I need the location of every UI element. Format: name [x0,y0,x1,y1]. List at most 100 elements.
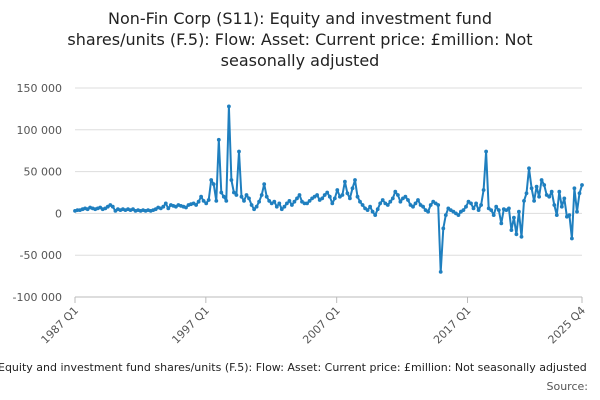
data-point[interactable] [257,199,261,204]
data-point[interactable] [224,199,229,203]
data-point[interactable] [393,189,398,194]
data-point[interactable] [272,199,277,204]
data-point[interactable] [285,201,289,206]
data-point[interactable] [320,196,325,201]
data-point[interactable] [471,206,476,211]
data-point[interactable] [491,213,496,218]
data-point[interactable] [413,201,418,206]
data-point[interactable] [209,178,214,182]
data-point[interactable] [428,203,433,207]
data-point[interactable] [403,194,408,199]
data-point[interactable] [322,193,327,197]
data-point[interactable] [292,199,297,204]
data-point[interactable] [216,137,221,142]
data-point[interactable] [166,206,171,211]
data-point[interactable] [507,206,511,211]
data-point[interactable] [474,201,478,206]
data-point[interactable] [327,194,332,199]
data-point[interactable] [239,194,244,199]
data-point[interactable] [375,207,380,212]
data-point[interactable] [559,204,564,209]
data-point[interactable] [360,203,365,207]
data-point[interactable] [211,182,216,187]
data-point[interactable] [577,191,582,196]
data-point[interactable] [214,199,219,203]
data-point[interactable] [378,201,383,206]
data-point[interactable] [199,194,204,199]
data-point[interactable] [396,193,400,197]
data-point[interactable] [557,189,562,194]
data-point[interactable] [562,196,567,201]
data-point[interactable] [380,198,385,202]
data-point[interactable] [194,203,199,207]
data-point[interactable] [196,199,201,204]
data-point[interactable] [282,204,287,209]
data-point[interactable] [572,186,577,191]
data-point[interactable] [390,196,395,201]
data-point[interactable] [481,188,486,192]
data-point[interactable] [519,234,524,239]
data-point[interactable] [287,199,292,203]
data-point[interactable] [368,204,372,209]
data-point[interactable] [358,199,362,204]
data-point[interactable] [411,204,415,209]
data-point[interactable] [335,188,340,192]
data-point[interactable] [388,199,393,204]
data-point[interactable] [522,199,526,203]
data-point[interactable] [219,190,224,195]
data-point[interactable] [340,193,345,197]
data-point[interactable] [229,178,234,182]
data-point[interactable] [365,208,370,213]
data-point[interactable] [567,213,572,218]
data-point[interactable] [426,209,430,214]
data-point[interactable] [232,190,236,195]
data-point[interactable] [227,104,231,109]
data-point[interactable] [290,203,294,207]
data-point[interactable] [539,178,544,182]
data-point[interactable] [110,204,115,209]
data-point[interactable] [479,203,483,207]
data-point[interactable] [421,204,425,209]
data-point[interactable] [242,199,246,203]
data-point[interactable] [512,215,516,220]
data-point[interactable] [184,205,188,210]
data-point[interactable] [244,193,249,197]
data-point[interactable] [345,191,350,196]
data-point[interactable] [496,208,501,213]
data-point[interactable] [469,201,473,206]
data-point[interactable] [348,196,352,201]
data-point[interactable] [534,184,539,189]
data-point[interactable] [537,194,541,199]
data-point[interactable] [302,201,307,206]
data-point[interactable] [532,199,536,203]
data-point[interactable] [249,203,254,207]
data-point[interactable] [456,213,461,218]
data-point[interactable] [385,203,390,207]
data-point[interactable] [373,213,378,218]
data-point[interactable] [305,201,309,206]
data-point[interactable] [163,201,168,206]
data-point[interactable] [517,209,521,214]
data-point[interactable] [237,149,241,154]
data-point[interactable] [570,236,574,241]
data-point[interactable] [277,201,282,206]
data-point[interactable] [204,201,209,206]
data-point[interactable] [355,194,360,199]
data-point[interactable] [524,191,529,196]
data-point[interactable] [247,196,251,201]
data-point[interactable] [221,194,226,199]
data-point[interactable] [406,198,410,202]
data-point[interactable] [529,186,534,191]
data-point[interactable] [234,193,239,197]
data-point[interactable] [330,201,335,206]
data-point[interactable] [461,208,466,213]
data-point[interactable] [254,204,259,209]
data-point[interactable] [549,189,554,194]
data-point[interactable] [262,182,267,187]
data-point[interactable] [307,199,312,203]
data-point[interactable] [552,203,557,207]
data-point[interactable] [201,199,206,203]
data-point[interactable] [259,193,264,197]
data-point[interactable] [297,193,302,197]
data-point[interactable] [370,209,375,214]
